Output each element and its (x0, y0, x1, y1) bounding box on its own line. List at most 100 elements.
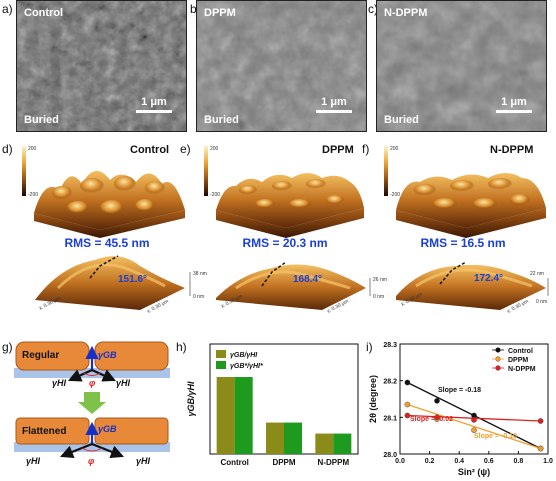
y-tick-label: 28.2 (383, 379, 397, 386)
sem-texture (377, 1, 546, 131)
afm-title-control: Control (130, 144, 170, 156)
angle-ndppm: 172.4° (474, 273, 504, 284)
scale-bar: 1 μm (496, 96, 532, 113)
z-min-label: 0 nm (373, 294, 384, 300)
legend-swatch (216, 361, 226, 369)
colorbar-bottom-label: -200 (390, 192, 400, 198)
sem-image-ndppm: N-DPPM Buried 1 μm (376, 0, 547, 132)
substrate (14, 442, 170, 452)
y-tick-label: 28.1 (383, 415, 397, 422)
z-min-label: 0 nm (193, 294, 204, 300)
slope-label-n-dppm: Slope = -0.02 (410, 416, 453, 423)
scale-label: 1 μm (321, 96, 347, 108)
afm-title-ndppm: N-DPPM (490, 144, 534, 156)
plot-frame (399, 343, 549, 455)
bar-control-series-1 (216, 377, 235, 454)
scale-bar: 1 μm (316, 96, 352, 113)
legend-swatch (216, 350, 226, 358)
sem-title: Control (24, 7, 64, 19)
panel-c-label: c) (368, 2, 378, 16)
sem-title: N-DPPM (384, 7, 428, 19)
colorbar-top-label: 200 (210, 146, 219, 152)
panel-f-label: f) (362, 142, 370, 156)
y-tick-label: 28.0 (383, 452, 397, 459)
rms-ndppm: RMS = 16.5 nm (420, 236, 506, 250)
bar-n-dppm-series-2 (333, 433, 352, 454)
grain-boundary-schematic: Regular γGB γHI γHI φ Flattened γGB γHI … (14, 341, 170, 466)
x-axis-label: Sin² (ψ) (458, 467, 490, 477)
panel-a-label: a) (2, 2, 13, 16)
gamma-gb-label: γGB (98, 424, 117, 434)
panel-g-label: g) (2, 340, 13, 354)
z-max-label: 38 nm (193, 271, 207, 277)
afm-3d-dppm: 200 -200 26 nm 0 nm x: 0.30 μm y: 0.30 μ… (204, 146, 387, 313)
bar-dppm-series-2 (284, 422, 302, 454)
panel-e-label: e) (180, 142, 191, 156)
sem-image-dppm: DPPM Buried 1 μm (196, 0, 367, 132)
scale-label: 1 μm (501, 96, 527, 108)
panel-b-label: b) (190, 2, 201, 16)
colorbar-bottom-label: -200 (28, 192, 38, 198)
regular-label: Regular (22, 350, 59, 361)
data-point-dppm (537, 445, 544, 452)
panel-d-label: d) (2, 142, 13, 156)
sem-texture (17, 1, 186, 131)
legend-entry: Control (508, 348, 533, 355)
data-point-n-dppm (434, 414, 440, 421)
x-tick-label: 0.6 (484, 458, 494, 465)
data-point-dppm (404, 401, 411, 408)
x-tick-label: 0.0 (395, 458, 405, 465)
bar-control-series-2 (234, 377, 253, 454)
x-tick-label: 0.4 (454, 458, 464, 465)
flattened-label: Flattened (22, 426, 66, 437)
x-tick-label: Control (220, 458, 248, 467)
gamma-hi-left-label: γHI (52, 378, 67, 388)
gamma-gb-label: γGB (98, 350, 117, 360)
z-max-label: 22 nm (530, 271, 544, 277)
data-point-control (404, 379, 411, 386)
fit-line-dppm (407, 403, 541, 450)
rms-control: RMS = 45.5 nm (64, 236, 150, 250)
sem-image-control: Control Buried 1 μm (16, 0, 187, 132)
bar-dppm-series-1 (266, 422, 284, 454)
panel-i-label: i) (366, 340, 373, 354)
panel-h-label: h) (176, 340, 187, 354)
colorbar-top-label: 200 (390, 146, 399, 152)
bar-n-dppm-series-1 (315, 433, 334, 454)
sem-texture (197, 1, 366, 131)
x-tick-label: 1.0 (543, 458, 553, 465)
colorbar (384, 146, 388, 196)
y-axis-label: 2θ (degree) (368, 375, 378, 423)
data-point-n-dppm (404, 412, 411, 419)
data-point-dppm (471, 427, 477, 433)
x-tick-label: N-DPPM (318, 458, 350, 467)
legend-entry: N-DPPM (508, 366, 536, 373)
phi-label: φ (88, 456, 95, 466)
sem-region-label: Buried (384, 114, 419, 126)
scale-bar: 1 μm (136, 96, 172, 113)
gamma-hi-right-label: γHI (136, 456, 151, 466)
scatter-chart-strain: 0.0 0.2 0.4 0.6 0.8 1.0 28.0 28.1 28.2 28.3 Sin² (… (368, 342, 553, 477)
legend-entry: γGB*/γHI* (230, 363, 263, 370)
sem-region-label: Buried (204, 114, 239, 126)
bar-chart-tension-ratio: Control DPPM N-DPPM γGB/γHI γGB/γHI γGB*/γHI* (186, 343, 359, 467)
sem-region-label: Buried (24, 114, 59, 126)
slope-label-dppm: Slope = -0.10 (474, 433, 517, 440)
colorbar-top-label: 200 (28, 146, 37, 152)
x-tick-label: DPPM (272, 458, 295, 467)
angle-control: 151.6° (118, 274, 148, 285)
rms-dppm: RMS = 20.3 nm (242, 236, 328, 250)
x-tick-label: 0.8 (514, 458, 524, 465)
legend-entry: DPPM (508, 357, 528, 364)
slope-label-control: Slope = -0.18 (438, 387, 481, 394)
x-tick-label: 0.2 (425, 458, 435, 465)
y-axis-label: γGB/γHI (186, 381, 196, 417)
scale-label: 1 μm (141, 96, 167, 108)
substrate (14, 368, 170, 378)
colorbar (204, 146, 208, 196)
data-point-n-dppm (537, 418, 544, 424)
z-min-label: 0 nm (536, 299, 547, 305)
z-max-label: 26 nm (373, 277, 387, 283)
colorbar (22, 146, 26, 196)
phi-label: φ (89, 378, 96, 388)
